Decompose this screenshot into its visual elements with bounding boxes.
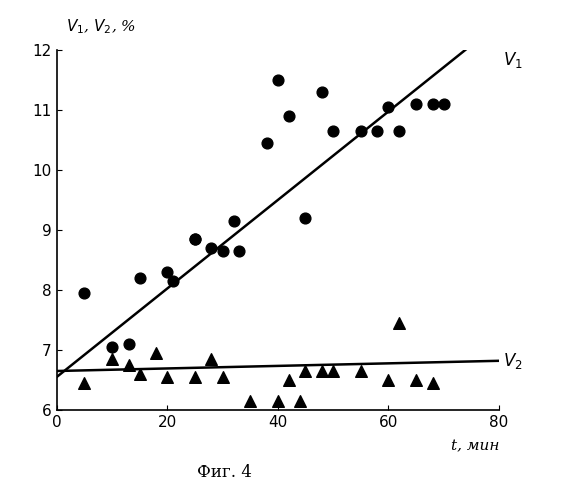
Text: $V_2$: $V_2$ (503, 351, 523, 371)
Point (301, 214, 310, 222)
Point (318, 367, 327, 375)
Point (235, 247, 244, 255)
Point (168, 277, 177, 285)
Point (152, 349, 161, 357)
Point (412, 100, 421, 108)
Point (191, 235, 200, 243)
Point (80, 289, 89, 297)
Point (191, 373, 200, 381)
Point (384, 103, 393, 111)
Point (428, 379, 437, 387)
Point (395, 127, 404, 135)
Point (124, 340, 133, 348)
Point (395, 319, 404, 327)
Point (412, 376, 421, 384)
Point (329, 367, 338, 375)
Text: t, мин: t, мин (451, 439, 499, 453)
Point (135, 370, 144, 378)
Point (356, 367, 365, 375)
Text: $V_1$: $V_1$ (503, 50, 523, 70)
Point (373, 127, 382, 135)
Point (318, 88, 327, 96)
Point (273, 76, 282, 84)
Point (295, 397, 304, 405)
Point (229, 217, 238, 225)
Point (218, 247, 227, 255)
Point (207, 244, 216, 252)
Point (135, 274, 144, 282)
Point (107, 343, 117, 351)
Point (284, 376, 294, 384)
Point (356, 127, 365, 135)
Point (191, 235, 200, 243)
Point (163, 268, 172, 276)
Point (428, 100, 437, 108)
Point (163, 373, 172, 381)
Point (207, 355, 216, 363)
Point (246, 397, 255, 405)
Point (107, 355, 117, 363)
Point (273, 397, 282, 405)
Point (262, 139, 271, 147)
Point (301, 367, 310, 375)
Point (124, 361, 133, 369)
Point (439, 100, 448, 108)
Text: $V_1$, $V_2$, %: $V_1$, $V_2$, % (66, 17, 136, 36)
Point (329, 127, 338, 135)
Point (80, 379, 89, 387)
Point (284, 112, 294, 120)
Point (218, 373, 227, 381)
Point (384, 376, 393, 384)
Text: Фиг. 4: Фиг. 4 (197, 464, 252, 481)
